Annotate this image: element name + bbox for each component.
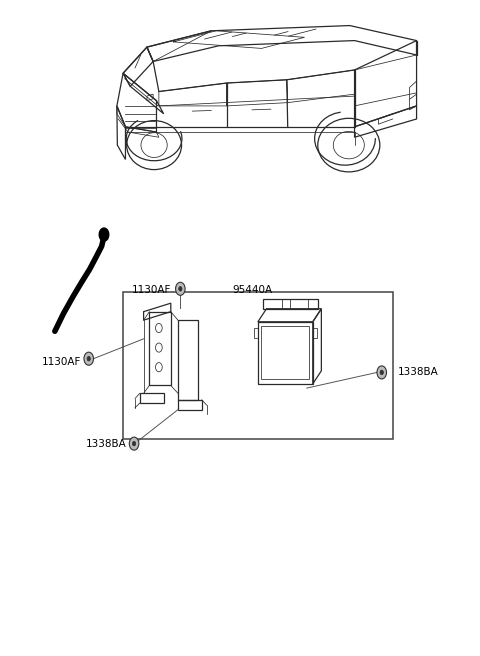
Circle shape — [179, 287, 182, 291]
Text: 1130AF: 1130AF — [42, 357, 82, 367]
Circle shape — [99, 228, 109, 241]
Text: 1130AF: 1130AF — [132, 285, 171, 295]
Circle shape — [132, 441, 136, 446]
Circle shape — [176, 282, 185, 295]
Circle shape — [377, 366, 386, 379]
Text: 1338BA: 1338BA — [86, 439, 127, 449]
Circle shape — [84, 352, 94, 365]
Circle shape — [380, 370, 384, 375]
Circle shape — [87, 356, 90, 361]
Bar — [123, 292, 393, 439]
Text: 95440A: 95440A — [233, 285, 273, 295]
Circle shape — [129, 437, 139, 450]
Text: 1338BA: 1338BA — [397, 367, 438, 377]
